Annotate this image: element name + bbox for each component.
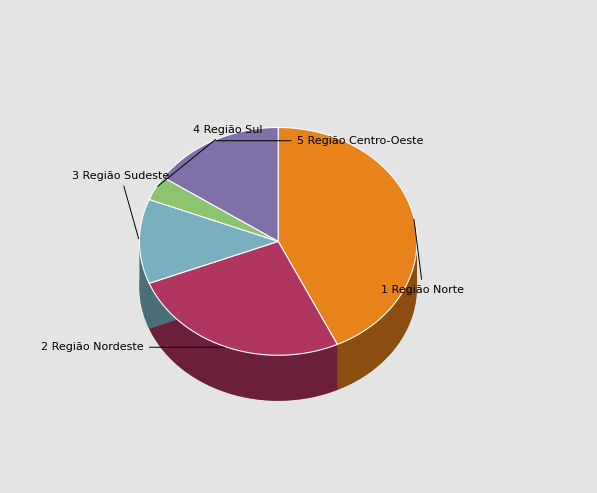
- Polygon shape: [164, 128, 278, 242]
- Text: 2 Região Nordeste: 2 Região Nordeste: [41, 342, 224, 352]
- Polygon shape: [337, 244, 417, 390]
- Polygon shape: [149, 242, 337, 355]
- Polygon shape: [149, 177, 278, 242]
- Text: 5 Região Centro-Oeste: 5 Região Centro-Oeste: [216, 136, 423, 146]
- Polygon shape: [278, 242, 337, 390]
- Text: 3 Região Sudeste: 3 Região Sudeste: [72, 171, 170, 239]
- Text: 4 Região Sul: 4 Região Sul: [158, 125, 262, 186]
- Polygon shape: [278, 128, 417, 345]
- Polygon shape: [140, 242, 149, 329]
- Text: 1 Região Norte: 1 Região Norte: [381, 219, 464, 295]
- Polygon shape: [149, 242, 278, 329]
- Ellipse shape: [139, 173, 417, 401]
- Polygon shape: [278, 242, 337, 390]
- Polygon shape: [149, 283, 337, 401]
- Polygon shape: [149, 242, 278, 329]
- Polygon shape: [140, 200, 278, 283]
